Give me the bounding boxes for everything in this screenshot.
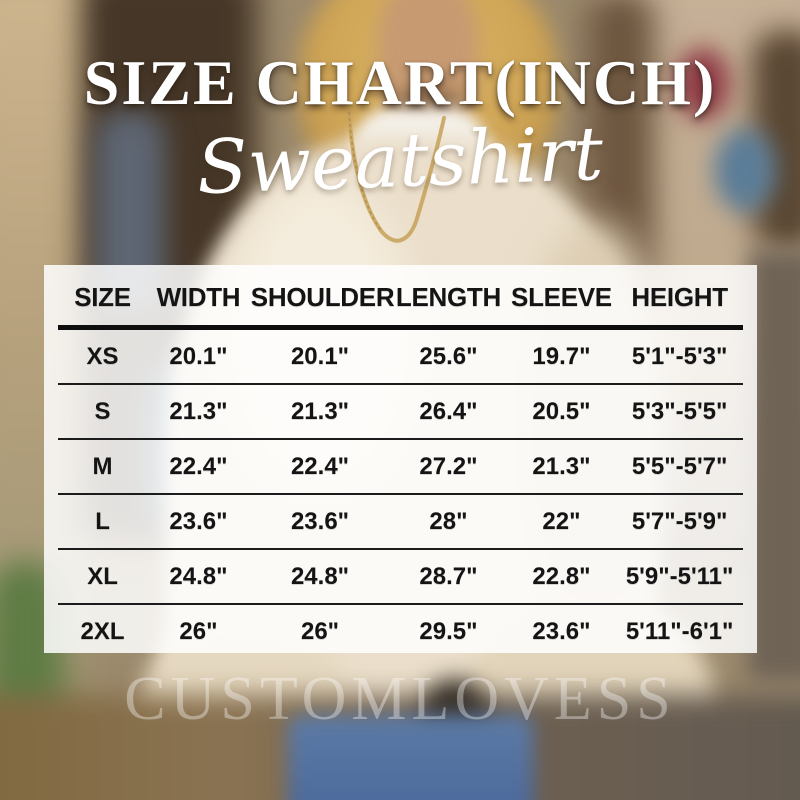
table-cell: 5'9"-5'11" bbox=[616, 549, 743, 605]
table-cell: 2XL bbox=[80, 617, 125, 645]
table-cell: 28" bbox=[390, 494, 507, 550]
page-title: SIZE CHART(INCH) bbox=[83, 47, 717, 118]
photo-shape-jeans bbox=[288, 715, 533, 800]
table-cell: 29.5" bbox=[419, 617, 478, 645]
table-cell: XL bbox=[58, 549, 148, 605]
table-cell: 26.4" bbox=[390, 384, 507, 440]
table-cell: 21.3" bbox=[147, 384, 250, 440]
photo-shape-red-bokeh bbox=[676, 48, 730, 120]
table-row-2xl: 2XL 26" 26" 29.5" 23.6" 5'11"-6'1" bbox=[58, 604, 743, 658]
header-cell-length: LENGTH bbox=[390, 269, 507, 330]
table-cell: 26" bbox=[300, 617, 340, 645]
table-header-row: SIZE WIDTH SHOULDER LENGTH SLEEVE HEIGHT bbox=[58, 269, 743, 330]
table-cell: 24.8" bbox=[249, 549, 391, 605]
table-cell: L bbox=[58, 494, 148, 550]
header-cell-size: SIZE bbox=[58, 269, 148, 330]
header-cell-sleeve: SLEEVE bbox=[506, 269, 617, 330]
table-cell: 5'7"-5'9" bbox=[616, 494, 743, 550]
table-cell: 22" bbox=[506, 494, 617, 550]
table-cell: 23.6" bbox=[532, 617, 591, 645]
table-cell: 20.1" bbox=[147, 327, 250, 385]
table-row-xl: XL 24.8" 24.8" 28.7" 22.8" 5'9"-5'11" bbox=[58, 549, 743, 605]
table-cell: 23.6" bbox=[147, 494, 250, 550]
table-cell: 25.6" bbox=[390, 327, 507, 385]
table-cell: 5'11"-6'1" bbox=[625, 617, 734, 645]
table-row-s: S 21.3" 21.3" 26.4" 20.5" 5'3"-5'5" bbox=[58, 384, 743, 440]
table-cell: 20.5" bbox=[506, 384, 617, 440]
watermark: CUSTOMLOVESS bbox=[124, 665, 676, 733]
table-cell: 22.4" bbox=[147, 439, 250, 495]
table-cell: 22.4" bbox=[249, 439, 391, 495]
size-table: SIZE WIDTH SHOULDER LENGTH SLEEVE HEIGHT… bbox=[58, 269, 743, 658]
table-cell: M bbox=[58, 439, 148, 495]
table-cell: 28.7" bbox=[390, 549, 507, 605]
table-cell: 24.8" bbox=[147, 549, 250, 605]
size-table-panel: SIZE WIDTH SHOULDER LENGTH SLEEVE HEIGHT… bbox=[44, 265, 757, 653]
header-cell-height: HEIGHT bbox=[616, 269, 743, 330]
table-row-m: M 22.4" 22.4" 27.2" 21.3" 5'5"-5'7" bbox=[58, 439, 743, 495]
table-cell: 26" bbox=[179, 617, 218, 645]
table-cell: S bbox=[58, 384, 148, 440]
header-cell-shoulder: SHOULDER bbox=[249, 269, 395, 330]
table-cell: 5'5"-5'7" bbox=[616, 439, 743, 495]
table-cell: 21.3" bbox=[249, 384, 391, 440]
photo-shape-blue-bokeh-top bbox=[714, 128, 776, 212]
header-cell-width: WIDTH bbox=[147, 269, 250, 330]
table-cell: 22.8" bbox=[506, 549, 617, 605]
table-cell: 20.1" bbox=[249, 327, 391, 385]
table-cell: 21.3" bbox=[506, 439, 617, 495]
table-row-l: L 23.6" 23.6" 28" 22" 5'7"-5'9" bbox=[58, 494, 743, 550]
table-cell: 27.2" bbox=[390, 439, 507, 495]
table-cell: 5'1"-5'3" bbox=[616, 327, 743, 385]
table-row-xs: XS 20.1" 20.1" 25.6" 19.7" 5'1"-5'3" bbox=[58, 327, 743, 385]
table-cell: XS bbox=[58, 327, 148, 385]
table-cell: 5'3"-5'5" bbox=[616, 384, 743, 440]
table-cell: 19.7" bbox=[506, 327, 617, 385]
table-cell: 23.6" bbox=[249, 494, 391, 550]
